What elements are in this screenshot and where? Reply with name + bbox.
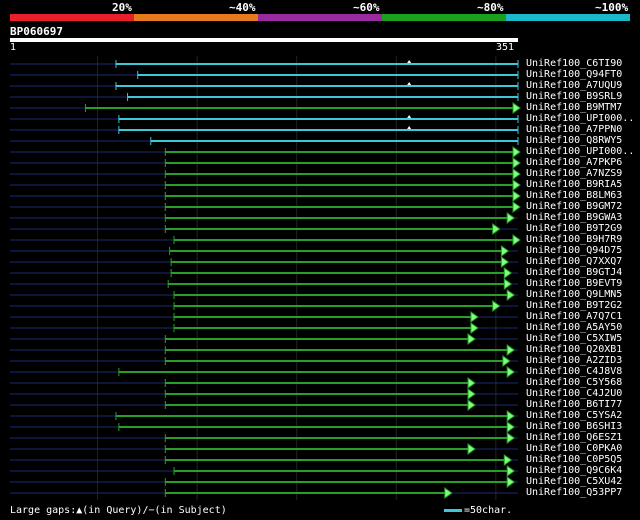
hit-end-arrow-icon [500,245,510,257]
hit-label[interactable]: UniRef100_UPI000.. [526,146,635,157]
hit-end-arrow-icon [506,476,516,488]
query-name: BP060697 [10,25,63,38]
hit-end-arrow-icon [470,322,479,334]
hit-label[interactable]: UniRef100_B9GM72 [526,201,623,212]
query-gap-marker-icon [407,82,412,85]
hit-end-arrow-icon [470,311,479,323]
hit-end-arrow-icon [506,465,516,477]
hit-label[interactable]: UniRef100_B9H7R9 [526,234,623,245]
scale-swatch [444,508,462,512]
hit-end-arrow-icon [503,454,513,466]
hit-end-arrow-icon [444,487,453,499]
hit-label[interactable]: UniRef100_C0PKA0 [526,443,623,454]
hit-label[interactable]: UniRef100_C6TI90 [526,58,623,69]
legend-label-2: ~40% [229,1,256,14]
hit-end-arrow-icon [467,333,476,345]
footer-scale: =50char. [444,505,512,516]
hit-label[interactable]: UniRef100_B9RIA5 [526,179,623,190]
hit-end-arrow-icon [506,344,516,356]
hit-label[interactable]: UniRef100_C5Y568 [526,377,623,388]
legend-segment-2 [134,14,258,21]
hit-end-arrow-icon [512,190,521,202]
hit-end-arrow-icon [506,421,516,433]
query-gap-marker-icon [407,126,412,129]
legend-label-5: ~100% [595,1,629,14]
hit-end-arrow-icon [512,157,521,169]
hit-label[interactable]: UniRef100_C4J8V8 [526,366,623,377]
hit-label[interactable]: UniRef100_A5AY50 [526,322,623,333]
legend-segment-4 [382,14,506,21]
hit-label[interactable]: UniRef100_Q6ESZ1 [526,432,623,443]
query-end-label: 351 [496,42,515,53]
hit-label[interactable]: UniRef100_B9GWA3 [526,212,623,223]
hit-label[interactable]: UniRef100_B9T2G9 [526,223,623,234]
hit-label[interactable]: UniRef100_C5XU42 [526,476,623,487]
hit-end-arrow-icon [503,278,513,290]
hit-end-arrow-icon [506,366,516,378]
hit-label[interactable]: UniRef100_C5YSA2 [526,410,623,421]
hit-end-arrow-icon [467,377,476,389]
hit-label[interactable]: UniRef100_A7PPN0 [526,124,623,135]
hit-end-arrow-icon [512,168,521,180]
hit-end-arrow-icon [512,102,521,114]
hit-label[interactable]: UniRef100_Q9C6K4 [526,465,623,476]
hit-end-arrow-icon [503,267,513,279]
hit-label[interactable]: UniRef100_B6TI77 [526,399,623,410]
hit-end-arrow-icon [506,289,516,301]
hit-end-arrow-icon [502,355,511,367]
hit-label[interactable]: UniRef100_B8LM63 [526,190,623,201]
hit-label[interactable]: UniRef100_B9EVT9 [526,278,623,289]
hit-label[interactable]: UniRef100_Q94FT0 [526,69,623,80]
hit-end-arrow-icon [492,300,501,312]
hit-end-arrow-icon [512,234,521,246]
identity-legend-labels: 20% ~40% ~60% ~80% ~100% [10,0,630,14]
hit-end-arrow-icon [512,179,521,191]
hit-label[interactable]: UniRef100_B9SRL9 [526,91,623,102]
hit-label[interactable]: UniRef100_B6SHI3 [526,421,623,432]
hit-label[interactable]: UniRef100_A2ZID3 [526,355,623,366]
hit-label[interactable]: UniRef100_Q8RWY5 [526,135,623,146]
hit-label[interactable]: UniRef100_A7UQU9 [526,80,623,91]
hit-label[interactable]: UniRef100_B9T2G2 [526,300,623,311]
hit-label[interactable]: UniRef100_Q20XB1 [526,344,623,355]
legend-segment-1 [10,14,134,21]
hit-end-arrow-icon [506,212,516,224]
hit-end-arrow-icon [467,388,476,400]
hit-label[interactable]: UniRef100_A7Q7C1 [526,311,623,322]
legend-label-3: ~60% [353,1,380,14]
hit-end-arrow-icon [506,432,516,444]
hit-label[interactable]: UniRef100_Q9LMN5 [526,289,623,300]
hit-label[interactable]: UniRef100_C5XIW5 [526,333,623,344]
hit-end-arrow-icon [500,256,510,268]
hit-label[interactable]: UniRef100_C4J2U0 [526,388,623,399]
scale-text: =50char. [464,505,513,516]
footer-gap-legend: Large gaps:▲(in Query)/−(in Subject) [10,505,227,516]
hit-end-arrow-icon [512,201,521,213]
query-start-label: 1 [10,42,17,53]
hit-end-arrow-icon [506,410,516,422]
hit-end-arrow-icon [467,443,476,455]
hit-end-arrow-icon [467,399,476,411]
hit-label[interactable]: UniRef100_UPI000.. [526,113,635,124]
legend-label-4: ~80% [477,1,504,14]
legend-segment-3 [258,14,382,21]
identity-legend-bar [10,14,630,21]
query-gap-marker-icon [407,60,412,63]
hit-label[interactable]: UniRef100_Q53PP7 [526,487,623,498]
query-gap-marker-icon [407,115,412,118]
hit-label[interactable]: UniRef100_A7NZS9 [526,168,623,179]
hit-end-arrow-icon [512,146,521,158]
legend-label-1: 20% [112,1,132,14]
hit-label[interactable]: UniRef100_B9MTM7 [526,102,623,113]
hit-label[interactable]: UniRef100_B9GTJ4 [526,267,623,278]
hit-label[interactable]: UniRef100_Q94D75 [526,245,623,256]
hit-label[interactable]: UniRef100_Q7XXQ7 [526,256,623,267]
hit-label[interactable]: UniRef100_A7PKP6 [526,157,623,168]
hit-end-arrow-icon [492,223,501,235]
query-bar [10,38,518,42]
hit-label[interactable]: UniRef100_C0P5Q5 [526,454,623,465]
legend-segment-5 [506,14,630,21]
